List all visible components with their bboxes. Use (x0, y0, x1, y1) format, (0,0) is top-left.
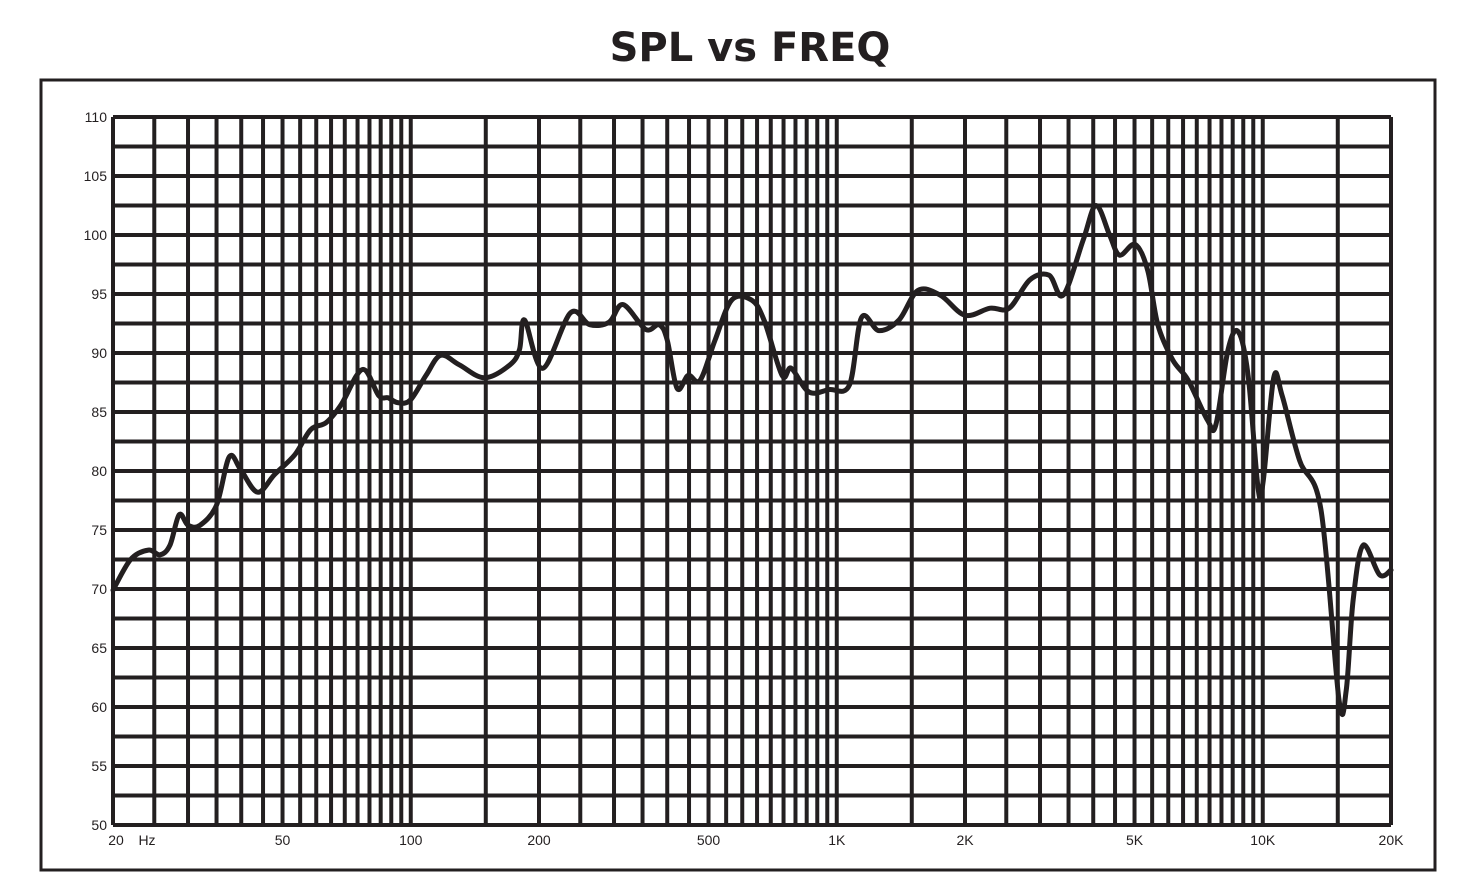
y-tick-label: 105 (84, 168, 108, 184)
x-tick-label: 100 (399, 832, 423, 848)
x-tick-label: 1K (828, 832, 846, 848)
y-tick-label: 55 (91, 758, 107, 774)
y-axis-ticks: 50 55 60 65 70 75 80 85 90 95 100 105 110 (84, 109, 108, 833)
x-tick-label: 200 (527, 832, 551, 848)
chart-title: SPL vs FREQ (610, 25, 891, 71)
x-axis-unit-label: Hz (138, 832, 155, 848)
y-tick-label: 95 (91, 286, 107, 302)
grid (111, 115, 1393, 827)
y-tick-label: 100 (84, 227, 108, 243)
chart-frame (39, 78, 1437, 872)
x-tick-label: 50 (275, 832, 291, 848)
x-tick-label: 20K (1379, 832, 1405, 848)
spl-curve (110, 203, 1394, 718)
x-axis-ticks: Hz 20 50 100 200 500 1K 2K 5K 10K 20K (108, 832, 1404, 848)
y-tick-label: 110 (85, 109, 108, 125)
y-tick-label: 70 (91, 581, 107, 597)
y-tick-label: 65 (91, 640, 107, 656)
y-tick-label: 60 (91, 699, 107, 715)
y-tick-label: 85 (91, 404, 107, 420)
x-tick-label: 2K (956, 832, 974, 848)
y-tick-label: 75 (91, 522, 107, 538)
x-tick-label: 500 (697, 832, 721, 848)
x-tick-label: 5K (1126, 832, 1144, 848)
y-tick-label: 50 (91, 817, 107, 833)
x-tick-label: 10K (1250, 832, 1276, 848)
y-tick-label: 80 (91, 463, 107, 479)
x-tick-label: 20 (108, 832, 124, 848)
y-tick-label: 90 (91, 345, 107, 361)
